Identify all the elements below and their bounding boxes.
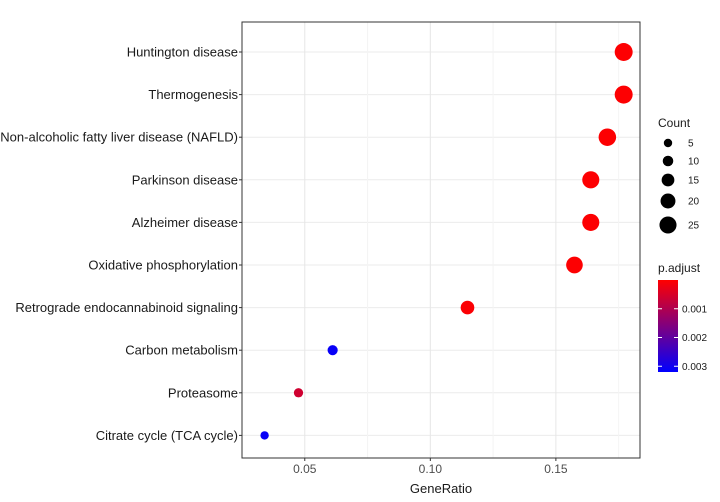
data-point: [582, 171, 600, 189]
data-point: [582, 213, 600, 231]
y-tick-label: Oxidative phosphorylation: [88, 258, 238, 273]
size-legend-key: [663, 138, 673, 148]
x-axis-title: GeneRatio: [410, 481, 472, 496]
data-point: [598, 128, 617, 146]
y-tick-label: Alzheimer disease: [132, 215, 238, 230]
data-point: [614, 43, 633, 61]
size-legend-label: 25: [688, 221, 700, 232]
color-legend-bar: [658, 280, 678, 372]
size-legend: 5 10 15 20 25: [659, 138, 700, 234]
data-point: [327, 345, 338, 356]
color-legend-label: 0.003: [682, 362, 707, 373]
data-point: [614, 85, 633, 104]
y-tick-label: Non-alcoholic fatty liver disease (NAFLD…: [0, 130, 238, 145]
size-legend-label: 5: [688, 139, 694, 150]
x-tick-label: 0.10: [419, 462, 443, 476]
size-legend-title: Count: [658, 116, 691, 130]
color-legend-ticks: 0.001 0.002 0.003: [658, 304, 707, 373]
y-tick-label: Parkinson disease: [132, 172, 238, 187]
data-point: [460, 300, 475, 315]
y-tick-label: Carbon metabolism: [125, 343, 238, 358]
size-legend-label: 15: [688, 176, 700, 187]
y-tick-label: Citrate cycle (TCA cycle): [96, 428, 238, 443]
color-legend-label: 0.002: [682, 333, 707, 344]
size-legend-key: [661, 173, 675, 187]
size-legend-key: [662, 155, 674, 167]
data-point: [566, 256, 583, 274]
color-legend-label: 0.001: [682, 304, 707, 315]
data-point: [293, 388, 304, 398]
size-legend-label: 10: [688, 157, 700, 168]
size-legend-label: 20: [688, 197, 700, 208]
plot-panel-border: [241, 21, 641, 459]
y-tick-label: Thermogenesis: [148, 87, 238, 102]
y-tick-label: Retrograde endocannabinoid signaling: [15, 300, 238, 315]
y-tick-label: Huntington disease: [127, 45, 238, 60]
data-point: [260, 431, 269, 440]
x-tick-label: 0.15: [544, 462, 568, 476]
y-tick-label: Proteasome: [168, 385, 238, 400]
size-legend-key: [660, 193, 676, 209]
x-tick-label: 0.05: [293, 462, 317, 476]
size-legend-key: [659, 216, 677, 234]
x-axis-ticks: 0.05 0.10 0.15: [293, 458, 568, 476]
data-points: [260, 43, 633, 440]
y-axis-labels: Huntington disease Thermogenesis Non-alcoh…: [0, 45, 242, 443]
color-legend-title: p.adjust: [658, 261, 701, 275]
